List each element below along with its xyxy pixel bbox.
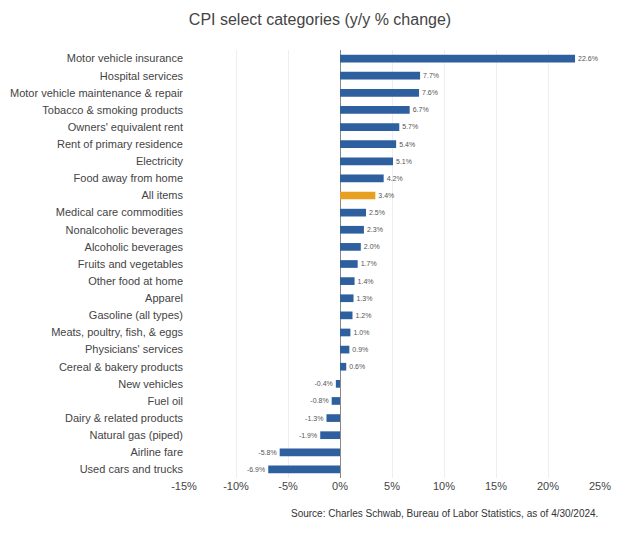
svg-text:Motor vehicle insurance: Motor vehicle insurance [67,52,183,64]
svg-text:Medical care commodities: Medical care commodities [56,206,184,218]
svg-text:Source: Charles Schwab, Bureau: Source: Charles Schwab, Bureau of Labor … [291,508,598,519]
svg-text:Physicians' services: Physicians' services [85,343,184,355]
svg-text:25%: 25% [589,480,611,492]
svg-text:Dairy & related products: Dairy & related products [65,412,183,424]
svg-text:Electricity: Electricity [136,155,184,167]
svg-text:7.7%: 7.7% [423,72,439,79]
svg-text:10%: 10% [433,480,455,492]
svg-text:New vehicles: New vehicles [118,378,183,390]
svg-text:Owners' equivalent rent: Owners' equivalent rent [68,121,183,133]
svg-text:Rent of primary residence: Rent of primary residence [57,138,183,150]
svg-text:1.7%: 1.7% [361,260,377,267]
svg-text:-5%: -5% [278,480,298,492]
svg-text:-5.8%: -5.8% [258,449,276,456]
svg-text:Apparel: Apparel [145,292,183,304]
svg-text:CPI select categories (y/y % c: CPI select categories (y/y % change) [189,11,451,28]
svg-text:22.6%: 22.6% [578,55,598,62]
svg-text:Hospital services: Hospital services [100,70,184,82]
svg-text:Used cars and trucks: Used cars and trucks [80,463,184,475]
svg-text:Food away from home: Food away from home [74,172,183,184]
svg-text:5%: 5% [384,480,400,492]
svg-text:Natural gas (piped): Natural gas (piped) [89,429,183,441]
svg-text:Cereal & bakery products: Cereal & bakery products [59,361,184,373]
svg-text:4.2%: 4.2% [387,175,403,182]
svg-text:5.7%: 5.7% [402,123,418,130]
svg-text:1.0%: 1.0% [353,329,369,336]
svg-text:Tobacco & smoking products: Tobacco & smoking products [42,104,183,116]
svg-text:Other food at home: Other food at home [88,275,183,287]
svg-text:5.1%: 5.1% [396,158,412,165]
svg-text:15%: 15% [485,480,507,492]
svg-text:-1.9%: -1.9% [299,432,317,439]
svg-text:Gasoline (all types): Gasoline (all types) [89,309,183,321]
svg-text:0.6%: 0.6% [349,363,365,370]
svg-text:-6.9%: -6.9% [247,466,265,473]
svg-text:-0.8%: -0.8% [310,397,328,404]
svg-text:2.5%: 2.5% [369,209,385,216]
svg-text:Fuel oil: Fuel oil [148,395,183,407]
svg-text:-15%: -15% [171,480,197,492]
svg-text:-1.3%: -1.3% [305,415,323,422]
svg-text:-0.4%: -0.4% [314,380,332,387]
svg-text:6.7%: 6.7% [413,106,429,113]
svg-text:1.2%: 1.2% [355,312,371,319]
svg-text:3.4%: 3.4% [378,192,394,199]
svg-text:Nonalcoholic beverages: Nonalcoholic beverages [66,224,184,236]
svg-text:0.9%: 0.9% [352,346,368,353]
svg-text:Fruits and vegetables: Fruits and vegetables [78,258,184,270]
svg-text:1.3%: 1.3% [357,295,373,302]
svg-text:-10%: -10% [223,480,249,492]
svg-text:7.6%: 7.6% [422,89,438,96]
svg-text:20%: 20% [537,480,559,492]
svg-text:Alcoholic beverages: Alcoholic beverages [85,241,184,253]
svg-text:Meats, poultry, fish, & eggs: Meats, poultry, fish, & eggs [51,326,183,338]
svg-text:5.4%: 5.4% [399,141,415,148]
svg-text:2.3%: 2.3% [367,226,383,233]
svg-text:0%: 0% [332,480,348,492]
svg-text:2.0%: 2.0% [364,243,380,250]
svg-text:1.4%: 1.4% [358,278,374,285]
svg-text:Airline fare: Airline fare [130,446,183,458]
svg-text:All items: All items [141,189,183,201]
svg-text:Motor vehicle maintenance & re: Motor vehicle maintenance & repair [10,87,183,99]
